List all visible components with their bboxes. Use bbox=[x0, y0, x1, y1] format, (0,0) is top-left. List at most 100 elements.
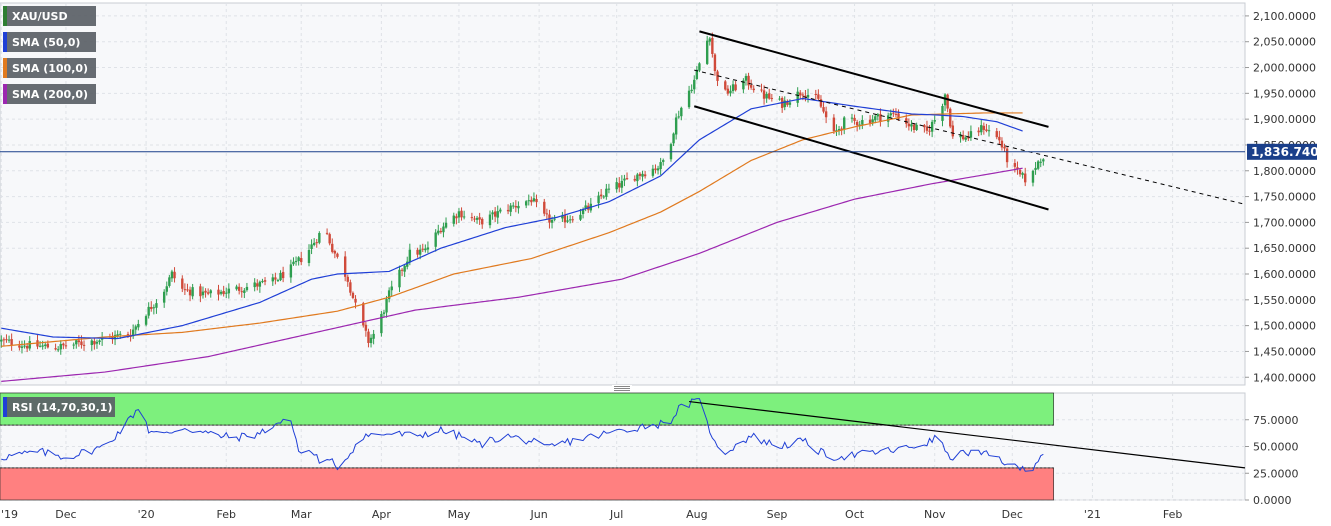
candle bbox=[256, 279, 259, 291]
candle-body bbox=[245, 286, 249, 291]
candle bbox=[346, 274, 349, 287]
candle-body bbox=[514, 205, 518, 208]
candle-body bbox=[434, 232, 437, 247]
candle-body bbox=[462, 216, 466, 218]
candle-body bbox=[886, 115, 890, 122]
candle-body bbox=[310, 244, 313, 250]
x-tick-label: Feb bbox=[217, 508, 236, 521]
candle bbox=[760, 83, 763, 93]
candle bbox=[20, 340, 24, 354]
candle bbox=[599, 189, 603, 200]
candle bbox=[561, 211, 564, 222]
price-panel-bg bbox=[0, 2, 1246, 386]
candle bbox=[1003, 143, 1006, 152]
candle-body bbox=[297, 257, 300, 262]
candle bbox=[713, 53, 717, 76]
candle-body bbox=[416, 249, 419, 255]
last-price-label: 1,836.7400 bbox=[1251, 145, 1327, 159]
candle-body bbox=[20, 346, 24, 348]
candle bbox=[364, 321, 368, 337]
candle-body bbox=[933, 120, 936, 122]
candle bbox=[297, 256, 300, 266]
candle bbox=[959, 131, 962, 143]
candle bbox=[0, 335, 3, 348]
candle-body bbox=[824, 111, 828, 118]
candle bbox=[980, 120, 983, 136]
candle bbox=[824, 106, 828, 124]
candle-body bbox=[796, 91, 799, 103]
candle-body bbox=[444, 222, 448, 228]
candle bbox=[426, 241, 430, 254]
candle bbox=[762, 85, 766, 105]
candle-body bbox=[10, 339, 13, 346]
candle bbox=[390, 280, 393, 297]
legend-box bbox=[3, 58, 96, 78]
x-tick-label: Jun bbox=[530, 508, 548, 521]
y-tick-label: 1,750.0000 bbox=[1253, 191, 1316, 204]
candle-body bbox=[170, 271, 174, 279]
candle-body bbox=[333, 251, 337, 254]
candle-body bbox=[318, 233, 321, 243]
candle bbox=[806, 88, 810, 103]
legend-box bbox=[3, 6, 96, 26]
candle-body bbox=[814, 93, 817, 95]
candle-body bbox=[38, 345, 42, 347]
candle bbox=[481, 217, 484, 229]
candle bbox=[726, 85, 730, 96]
last-price-tag bbox=[1247, 143, 1317, 160]
candle bbox=[749, 79, 753, 90]
candle bbox=[206, 288, 210, 296]
channel-line bbox=[693, 105, 1049, 211]
candle bbox=[786, 99, 789, 107]
candle-body bbox=[512, 205, 515, 207]
candle bbox=[491, 210, 494, 220]
candle-body bbox=[1000, 140, 1004, 148]
candle bbox=[310, 239, 313, 255]
candle bbox=[925, 120, 929, 135]
candle bbox=[488, 210, 492, 229]
candle-body bbox=[765, 93, 768, 99]
candle bbox=[382, 309, 386, 318]
candle-body bbox=[165, 286, 168, 292]
candle-body bbox=[18, 345, 21, 348]
candle-body bbox=[680, 107, 683, 117]
candle bbox=[191, 283, 194, 300]
candle-body bbox=[470, 217, 474, 219]
candle-body bbox=[620, 180, 624, 188]
x-tick-label: Dec bbox=[55, 508, 76, 521]
candle-body bbox=[56, 349, 60, 351]
candle bbox=[403, 264, 406, 277]
candle bbox=[400, 268, 404, 277]
candle-body bbox=[77, 340, 81, 343]
candle bbox=[1031, 169, 1035, 187]
candle-body bbox=[217, 289, 220, 295]
candle bbox=[817, 89, 820, 101]
candle bbox=[144, 314, 148, 327]
candle bbox=[499, 207, 502, 214]
candle-body bbox=[633, 178, 636, 181]
candle-body bbox=[116, 334, 119, 336]
candle bbox=[217, 284, 220, 301]
candle bbox=[985, 123, 988, 133]
candle bbox=[967, 131, 970, 142]
candle bbox=[693, 75, 696, 94]
candle bbox=[543, 198, 546, 217]
candle-body bbox=[452, 215, 455, 224]
x-tick-label: Apr bbox=[372, 508, 392, 521]
candle-body bbox=[455, 216, 458, 219]
candle-body bbox=[923, 125, 926, 128]
candle-body bbox=[708, 38, 711, 42]
candle bbox=[222, 285, 225, 297]
candle-body bbox=[768, 93, 771, 99]
candle bbox=[113, 330, 117, 346]
candle bbox=[969, 125, 973, 141]
candle-body bbox=[747, 75, 750, 86]
candle-body bbox=[243, 290, 246, 293]
candle-body bbox=[225, 292, 228, 294]
candle bbox=[641, 170, 644, 182]
candle-body bbox=[651, 168, 655, 176]
candle-body bbox=[362, 303, 365, 326]
candle bbox=[977, 127, 980, 137]
candle-body bbox=[46, 343, 50, 348]
candle-body bbox=[985, 129, 988, 131]
